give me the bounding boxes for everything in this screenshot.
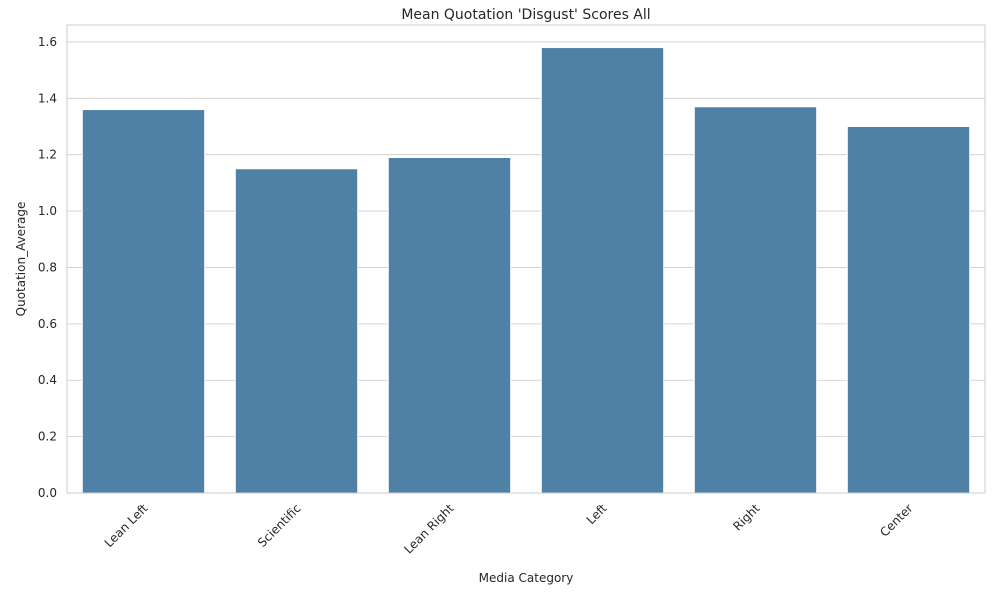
y-tick-label: 0.6 (38, 317, 57, 331)
bar-left (540, 47, 665, 494)
x-tick-label: Left (584, 501, 610, 527)
y-tick-label: 1.0 (38, 204, 57, 218)
y-tick-label: 0.0 (38, 486, 57, 500)
bars-layer (81, 47, 971, 494)
bar-scientific (234, 168, 359, 494)
y-tick-label: 0.8 (38, 260, 57, 274)
bar-center (846, 125, 971, 494)
bar-lean-left (81, 109, 206, 494)
bar-lean-right (387, 157, 512, 494)
bar-right (693, 106, 818, 494)
y-tick-label: 0.2 (38, 430, 57, 444)
x-tick-labels: Lean Left Scientific Lean Right Left Right Ce… (102, 501, 916, 557)
y-tick-labels: 0.0 0.2 0.4 0.6 0.8 1.0 1.2 1.4 1.6 (38, 35, 57, 500)
x-tick-label: Lean Right (401, 501, 457, 557)
y-tick-label: 1.6 (38, 35, 57, 49)
x-tick-label: Right (730, 501, 762, 533)
x-tick-label: Lean Left (102, 501, 151, 550)
y-tick-label: 1.2 (38, 148, 57, 162)
x-tick-label: Scientific (255, 501, 304, 550)
grid-layer (67, 41, 985, 494)
x-axis-label: Media Category (479, 571, 574, 585)
y-tick-label: 0.4 (38, 373, 57, 387)
y-tick-label: 1.4 (38, 91, 57, 105)
plot-frame (66, 24, 986, 494)
x-tick-label: Center (877, 501, 916, 540)
y-axis-label: Quotation_Average (14, 202, 28, 317)
chart-title: Mean Quotation 'Disgust' Scores All (401, 7, 650, 23)
